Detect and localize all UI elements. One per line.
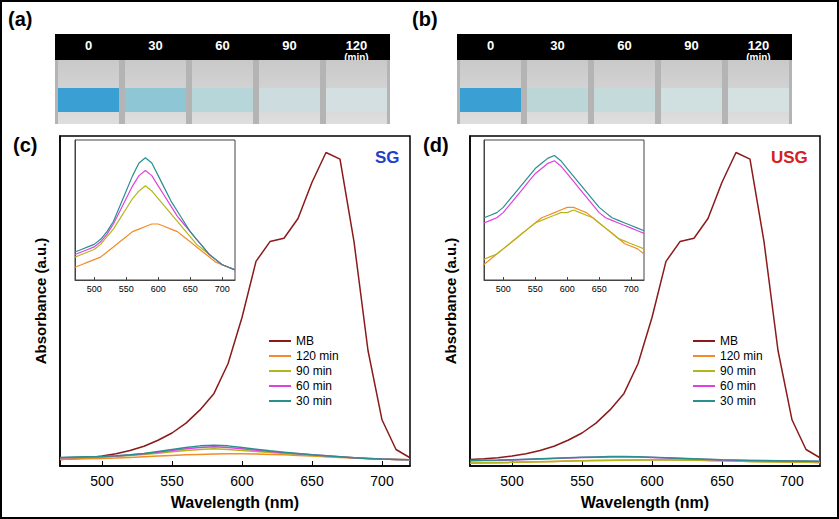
svg-text:60 min: 60 min	[720, 379, 756, 393]
svg-text:MB: MB	[720, 334, 738, 348]
svg-text:120 min: 120 min	[296, 349, 339, 363]
svg-text:(c): (c)	[13, 134, 37, 156]
svg-text:700: 700	[370, 473, 394, 489]
svg-text:500: 500	[90, 473, 114, 489]
svg-text:120 min: 120 min	[720, 349, 763, 363]
svg-text:650: 650	[183, 284, 198, 294]
html-text:60: 60	[617, 38, 632, 53]
html-text:(b): (b)	[412, 8, 438, 30]
html-text:90: 90	[282, 38, 297, 53]
svg-text:700: 700	[780, 473, 804, 489]
html-text:(a): (a)	[8, 8, 33, 30]
svg-text:60 min: 60 min	[296, 379, 332, 393]
svg-text:600: 600	[151, 284, 166, 294]
svg-text:USG: USG	[771, 148, 808, 167]
html-text:0: 0	[84, 38, 93, 53]
html-text:(min): (min)	[344, 52, 369, 63]
svg-text:500: 500	[87, 284, 102, 294]
svg-text:550: 550	[160, 473, 184, 489]
svg-text:650: 650	[710, 473, 734, 489]
html-text:30: 30	[550, 38, 565, 53]
html-text:30: 30	[148, 38, 163, 53]
svg-text:90 min: 90 min	[296, 364, 332, 378]
svg-text:700: 700	[624, 284, 639, 294]
svg-text:Absorbance (a.u.): Absorbance (a.u.)	[442, 238, 459, 365]
svg-text:600: 600	[230, 473, 254, 489]
svg-text:Wavelength (nm): Wavelength (nm)	[581, 494, 709, 511]
svg-text:Absorbance (a.u.): Absorbance (a.u.)	[32, 238, 49, 365]
svg-text:650: 650	[592, 284, 607, 294]
svg-text:30 min: 30 min	[720, 394, 756, 408]
html-text:120: 120	[345, 38, 368, 53]
svg-text:Wavelength (nm): Wavelength (nm)	[171, 494, 299, 511]
svg-text:550: 550	[528, 284, 543, 294]
svg-text:500: 500	[496, 284, 511, 294]
html-text:120: 120	[747, 38, 770, 53]
svg-text:600: 600	[560, 284, 575, 294]
svg-text:650: 650	[300, 473, 324, 489]
html-text:(min): (min)	[746, 52, 771, 63]
svg-text:600: 600	[640, 473, 664, 489]
svg-text:90 min: 90 min	[720, 364, 756, 378]
html-text:60: 60	[215, 38, 230, 53]
html-text:0: 0	[486, 38, 495, 53]
svg-text:30 min: 30 min	[296, 394, 332, 408]
svg-text:500: 500	[500, 473, 524, 489]
html-text:90: 90	[684, 38, 699, 53]
svg-text:(d): (d)	[423, 134, 449, 156]
svg-text:700: 700	[215, 284, 230, 294]
svg-text:MB: MB	[296, 334, 314, 348]
svg-text:550: 550	[119, 284, 134, 294]
svg-text:550: 550	[570, 473, 594, 489]
svg-text:SG: SG	[375, 148, 400, 167]
